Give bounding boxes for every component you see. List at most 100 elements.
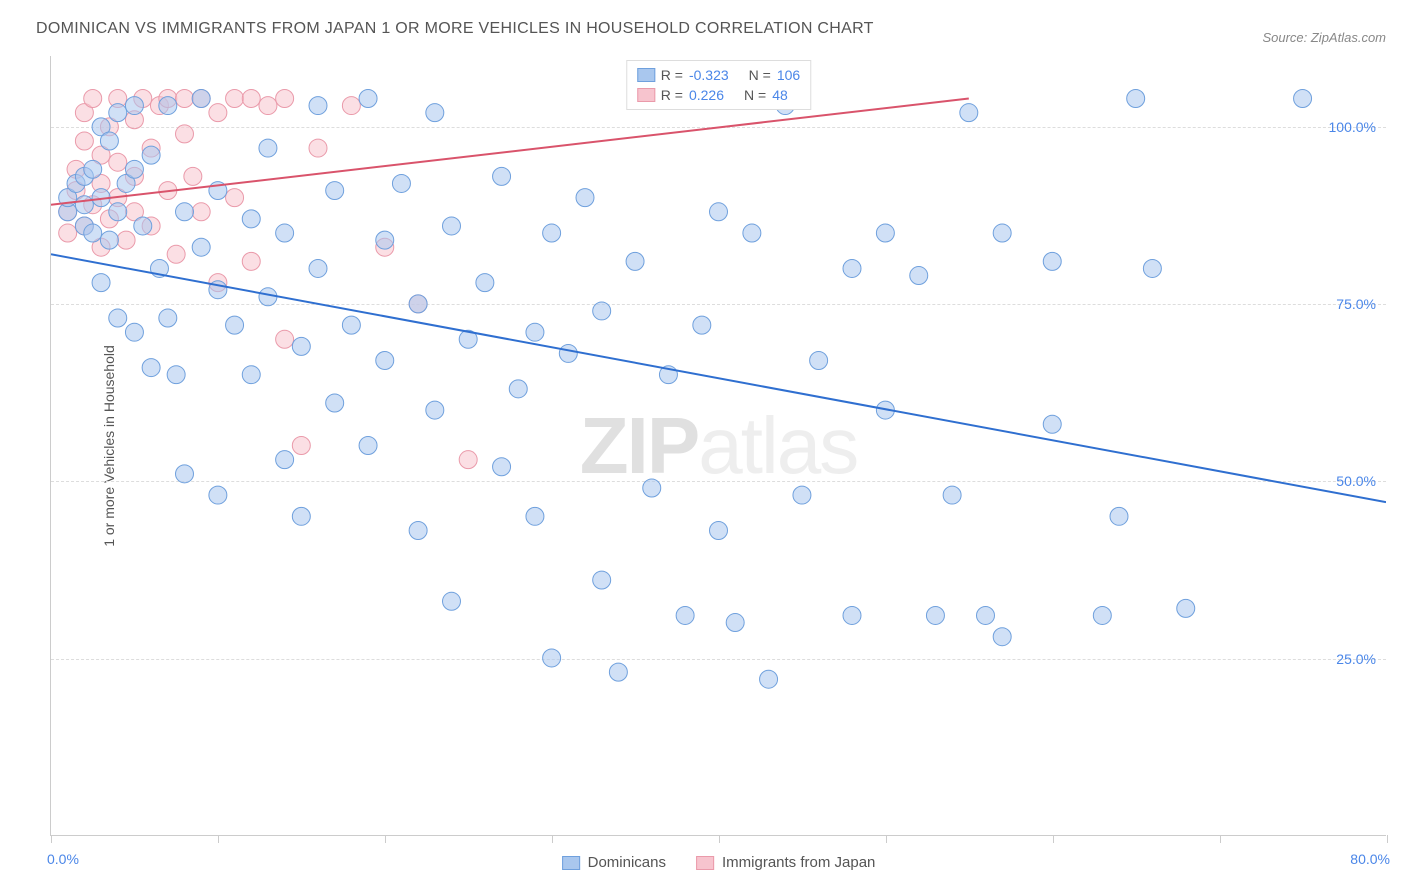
scatter-point (109, 104, 127, 122)
scatter-point (109, 153, 127, 171)
scatter-point (259, 97, 277, 115)
scatter-point (292, 337, 310, 355)
legend-swatch (637, 68, 655, 82)
plot-area: ZIPatlas 25.0%50.0%75.0%100.0% 0.0% 80.0… (50, 56, 1386, 836)
scatter-point (476, 274, 494, 292)
x-tick (1220, 835, 1221, 843)
scatter-point (100, 132, 118, 150)
scatter-point (276, 330, 294, 348)
legend-swatch (562, 856, 580, 870)
scatter-point (342, 97, 360, 115)
scatter-point (609, 663, 627, 681)
scatter-point (493, 167, 511, 185)
scatter-point (526, 507, 544, 525)
scatter-point (125, 160, 143, 178)
scatter-point (1294, 90, 1312, 108)
scatter-point (242, 252, 260, 270)
scatter-point (75, 196, 93, 214)
scatter-point (543, 224, 561, 242)
scatter-point (810, 352, 828, 370)
scatter-point (693, 316, 711, 334)
scatter-point (184, 167, 202, 185)
legend-series-label: Immigrants from Japan (722, 854, 875, 871)
scatter-point (342, 316, 360, 334)
legend-swatch (696, 856, 714, 870)
scatter-point (309, 139, 327, 157)
scatter-point (710, 203, 728, 221)
legend-series-label: Dominicans (588, 854, 666, 871)
scatter-point (192, 90, 210, 108)
scatter-point (209, 104, 227, 122)
scatter-point (242, 210, 260, 228)
legend-r-value: 0.226 (689, 85, 724, 105)
scatter-point (459, 451, 477, 469)
scatter-point (710, 521, 728, 539)
scatter-point (359, 90, 377, 108)
scatter-point (960, 104, 978, 122)
scatter-point (142, 359, 160, 377)
scatter-point (443, 592, 461, 610)
scatter-point (192, 203, 210, 221)
scatter-point (426, 401, 444, 419)
scatter-point (760, 670, 778, 688)
correlation-legend-row: R = -0.323 N = 106 (637, 65, 800, 85)
scatter-point (292, 437, 310, 455)
scatter-point (359, 437, 377, 455)
scatter-point (376, 352, 394, 370)
scatter-point (276, 451, 294, 469)
scatter-point (793, 486, 811, 504)
x-axis-max-label: 80.0% (1350, 851, 1390, 867)
legend-n-value: 48 (772, 85, 788, 105)
x-tick (385, 835, 386, 843)
scatter-point (242, 366, 260, 384)
scatter-point (493, 458, 511, 476)
scatter-point (276, 90, 294, 108)
scatter-point (876, 224, 894, 242)
scatter-point (726, 614, 744, 632)
scatter-point (84, 160, 102, 178)
scatter-point (326, 394, 344, 412)
trend-line (51, 98, 969, 204)
legend-r-label: R = (661, 65, 683, 85)
scatter-point (626, 252, 644, 270)
scatter-point (259, 288, 277, 306)
scatter-point (376, 231, 394, 249)
scatter-point (993, 628, 1011, 646)
scatter-point (209, 486, 227, 504)
legend-r-value: -0.323 (689, 65, 729, 85)
scatter-point (910, 267, 928, 285)
scatter-point (576, 189, 594, 207)
series-legend-item: Immigrants from Japan (696, 854, 875, 871)
x-axis-min-label: 0.0% (47, 851, 79, 867)
scatter-point (176, 465, 194, 483)
scatter-point (159, 97, 177, 115)
scatter-point (226, 90, 244, 108)
scatter-point (259, 139, 277, 157)
scatter-point (109, 203, 127, 221)
scatter-point (84, 224, 102, 242)
x-tick (1053, 835, 1054, 843)
correlation-legend: R = -0.323 N = 106 R = 0.226 N = 48 (626, 60, 811, 110)
scatter-point (392, 174, 410, 192)
scatter-point (1127, 90, 1145, 108)
legend-r-label: R = (661, 85, 683, 105)
scatter-point (1043, 415, 1061, 433)
scatter-point (176, 203, 194, 221)
scatter-point (109, 309, 127, 327)
scatter-point (226, 316, 244, 334)
scatter-point (943, 486, 961, 504)
x-tick (1387, 835, 1388, 843)
scatter-point (1093, 606, 1111, 624)
scatter-point (242, 90, 260, 108)
scatter-point (117, 231, 135, 249)
scatter-point (409, 295, 427, 313)
scatter-svg (51, 56, 1386, 835)
scatter-point (926, 606, 944, 624)
scatter-point (426, 104, 444, 122)
scatter-point (84, 90, 102, 108)
scatter-point (125, 97, 143, 115)
scatter-point (142, 146, 160, 164)
scatter-point (743, 224, 761, 242)
scatter-point (843, 259, 861, 277)
scatter-point (276, 224, 294, 242)
